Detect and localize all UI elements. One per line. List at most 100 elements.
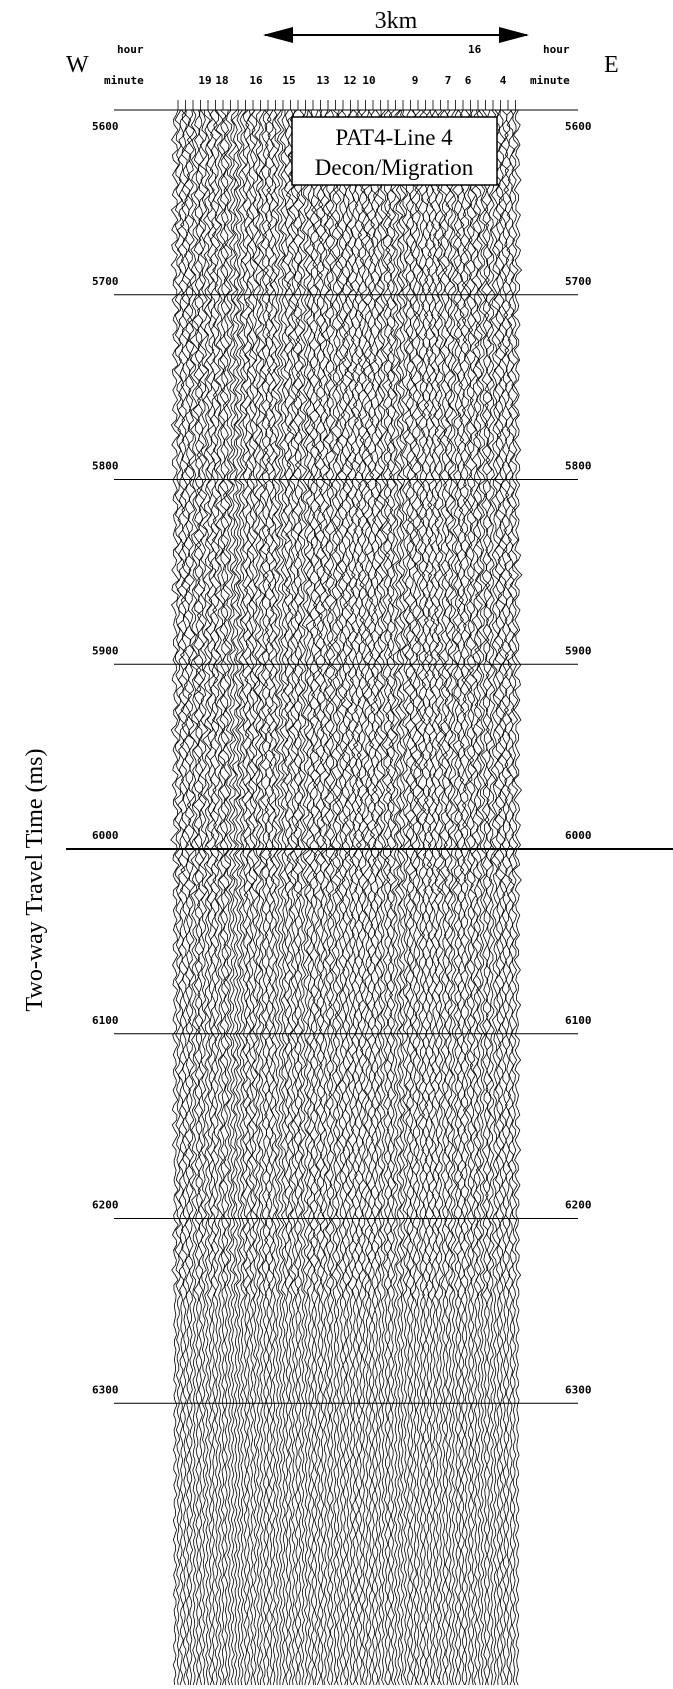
trace	[269, 109, 280, 1686]
trace	[234, 109, 244, 1686]
title-line: Decon/Migration	[315, 155, 474, 180]
trace	[294, 109, 305, 1686]
trace	[474, 109, 484, 1686]
trace	[202, 109, 212, 1686]
trace	[275, 109, 286, 1686]
trace	[484, 109, 494, 1686]
trace	[250, 109, 260, 1686]
minute-tick-label: 12	[343, 74, 356, 87]
trace	[243, 109, 254, 1686]
trace	[452, 109, 462, 1686]
arrow-head	[499, 27, 529, 43]
scale-label: 3km	[375, 8, 418, 34]
trace	[246, 109, 257, 1686]
time-tick-label: 6300	[565, 1383, 592, 1396]
trace	[419, 109, 430, 1686]
trace	[288, 109, 299, 1686]
trace	[496, 109, 507, 1686]
trace	[365, 109, 376, 1686]
trace	[179, 109, 190, 1686]
trace	[464, 109, 475, 1686]
trace	[458, 109, 468, 1686]
trace	[499, 109, 510, 1686]
time-tick-label: 5900	[92, 644, 119, 657]
trace	[461, 109, 472, 1686]
trace	[272, 109, 283, 1686]
trace	[397, 109, 407, 1686]
trace	[262, 109, 273, 1686]
trace	[320, 109, 331, 1686]
time-tick-label: 6300	[92, 1383, 119, 1396]
trace	[317, 109, 327, 1686]
trace	[410, 109, 420, 1686]
trace	[480, 109, 491, 1686]
seismic-traces	[170, 109, 523, 1686]
trace	[205, 109, 216, 1686]
arrow-head	[263, 27, 293, 43]
trace	[394, 109, 404, 1686]
hour-label: hour	[117, 43, 144, 56]
trace	[426, 109, 436, 1686]
trace	[301, 109, 311, 1686]
trace	[352, 109, 363, 1686]
time-tick-label: 6100	[565, 1014, 592, 1027]
minute-tick-label: 4	[500, 74, 507, 87]
trace	[333, 109, 343, 1686]
trace	[438, 109, 449, 1686]
trace	[362, 109, 372, 1686]
trace	[407, 109, 417, 1686]
minute-tick-label: 7	[445, 74, 452, 87]
trace	[506, 109, 516, 1686]
trace	[170, 109, 180, 1686]
time-tick-label: 6200	[565, 1199, 592, 1212]
trace	[307, 109, 318, 1686]
trace	[355, 109, 366, 1686]
trace	[221, 109, 232, 1686]
trace	[384, 109, 395, 1686]
time-tick-label: 6000	[92, 829, 119, 842]
axis-label: Two-way Travel Time (ms)	[22, 748, 48, 1011]
trace	[422, 109, 433, 1686]
trace	[304, 109, 315, 1686]
trace	[346, 109, 356, 1686]
trace	[387, 109, 398, 1686]
title-box	[291, 116, 498, 186]
minute-tick-label: 13	[316, 74, 329, 87]
hour-mark: 16	[468, 43, 482, 56]
time-tick-label: 5700	[565, 275, 592, 288]
trace	[310, 109, 321, 1686]
minute-tick-label: 18	[215, 74, 228, 87]
trace	[477, 109, 488, 1686]
trace	[330, 109, 340, 1686]
trace	[400, 109, 411, 1686]
trace	[454, 109, 465, 1686]
trace	[176, 109, 187, 1686]
trace	[416, 109, 427, 1686]
trace	[512, 109, 523, 1686]
trace	[349, 109, 360, 1686]
time-tick-label: 5600	[92, 120, 119, 133]
time-tick-label: 5800	[565, 460, 592, 473]
trace	[372, 109, 382, 1686]
trace	[192, 109, 203, 1686]
trace	[436, 109, 446, 1686]
time-tick-label: 5700	[92, 275, 119, 288]
trace	[237, 109, 247, 1686]
trace	[429, 109, 440, 1686]
trace	[487, 109, 497, 1686]
trace	[231, 109, 241, 1686]
trace	[313, 109, 324, 1686]
time-tick-label: 5900	[565, 644, 592, 657]
minute-tick-label: 9	[412, 74, 419, 87]
trace	[195, 109, 206, 1686]
trace	[470, 109, 481, 1686]
trace	[285, 109, 296, 1686]
trace	[342, 109, 353, 1686]
trace	[227, 109, 238, 1686]
trace	[374, 110, 385, 1686]
time-tick-label: 6100	[92, 1014, 119, 1027]
time-tick-label: 5600	[565, 120, 592, 133]
trace	[445, 109, 456, 1686]
